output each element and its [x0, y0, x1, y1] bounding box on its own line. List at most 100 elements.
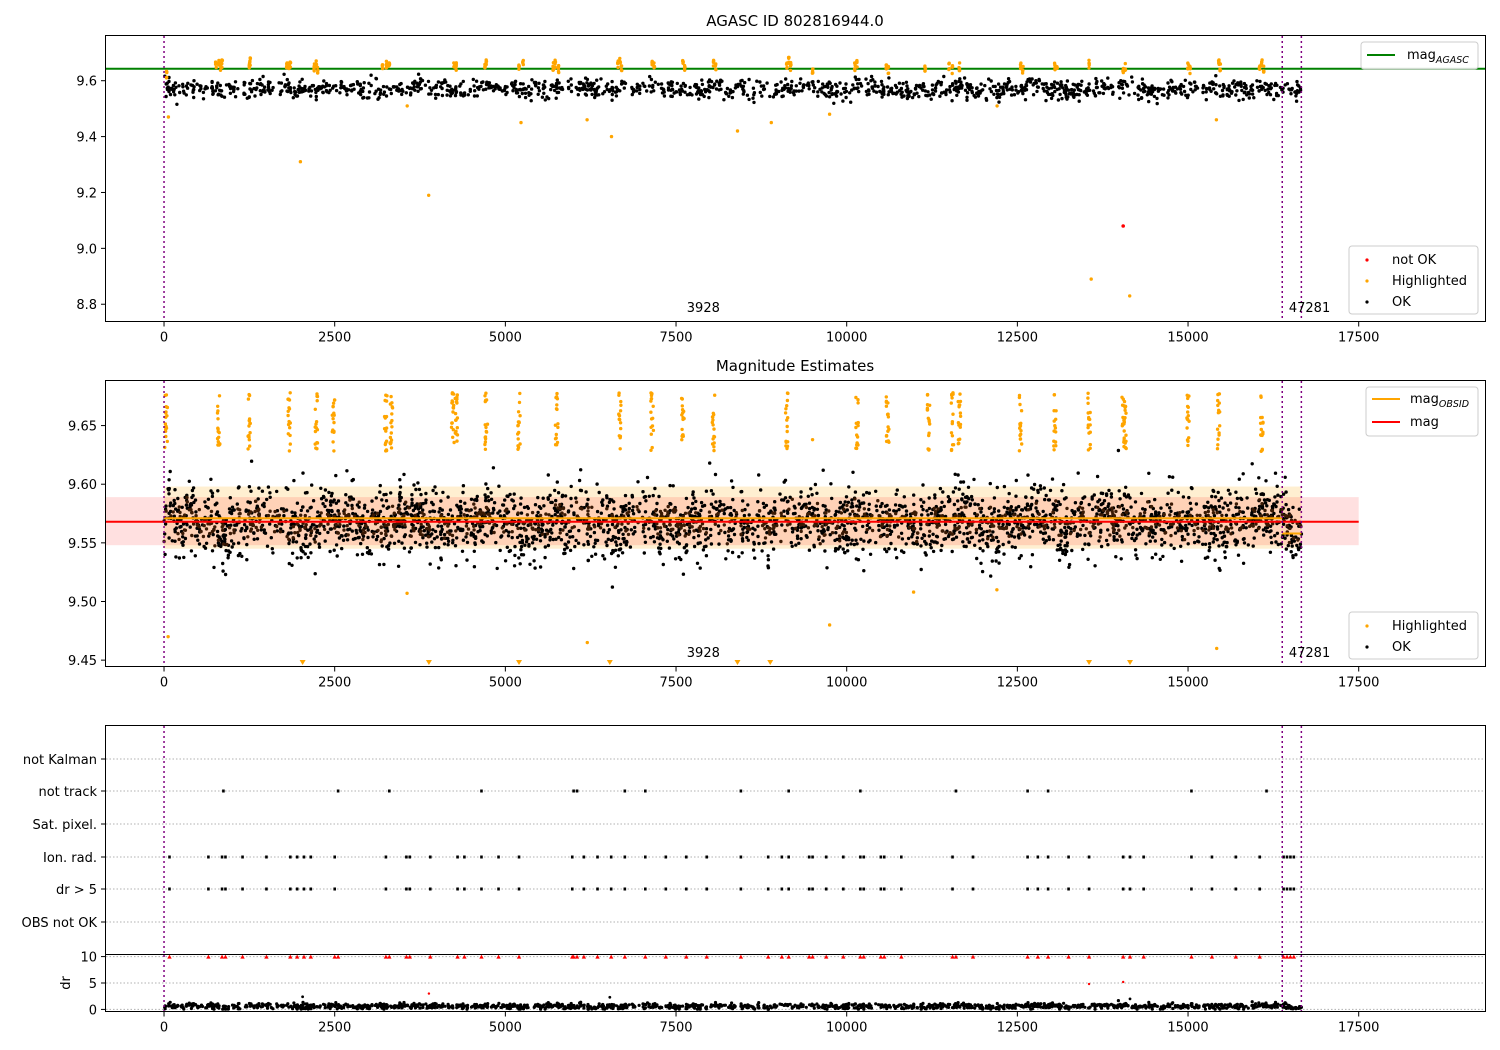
ok-point: [976, 503, 980, 507]
ok-point: [808, 530, 812, 534]
ok-point: [329, 499, 333, 503]
ok-point: [700, 82, 705, 87]
ok-point: [861, 493, 866, 497]
ok-point: [1255, 85, 1260, 90]
ok-point: [919, 527, 923, 531]
ok-point: [445, 530, 450, 534]
ok-point: [418, 543, 422, 547]
ok-point: [1030, 513, 1035, 517]
ok-point: [921, 507, 925, 512]
ok-point: [697, 86, 701, 90]
ok-point: [693, 506, 697, 511]
ok-point: [1154, 510, 1158, 514]
ok-point: [1005, 531, 1010, 535]
ok-point: [422, 529, 426, 533]
ok-point: [546, 497, 550, 501]
ok-point: [519, 553, 524, 557]
ok-point: [763, 536, 768, 540]
ok-point: [268, 522, 272, 526]
ok-point: [953, 523, 957, 528]
ok-point: [1264, 82, 1269, 86]
ok-point: [1245, 93, 1249, 97]
ok-point: [593, 525, 597, 529]
highlighted-point: [316, 68, 320, 73]
ok-point: [645, 475, 650, 480]
ok-point: [220, 539, 224, 543]
ok-point: [804, 505, 809, 510]
ok-point: [432, 537, 437, 541]
ok-point: [932, 506, 936, 511]
ok-point: [931, 532, 935, 536]
ok-point: [314, 98, 318, 102]
ok-point: [867, 92, 871, 96]
ok-point: [1024, 88, 1029, 92]
ok-point: [1088, 88, 1092, 93]
ok-point: [1234, 512, 1239, 517]
ok-point: [295, 556, 299, 560]
ok-point: [1041, 537, 1046, 541]
ok-point: [1236, 83, 1240, 87]
ok-point: [713, 522, 717, 526]
ok-point: [413, 79, 417, 84]
ok-point: [461, 484, 466, 488]
ok-point: [309, 94, 313, 98]
highlighted-point: [556, 63, 561, 68]
ok-point: [181, 535, 185, 539]
ok-point: [965, 98, 969, 102]
ok-point: [1106, 86, 1111, 91]
ok-point: [1218, 94, 1223, 99]
ok-point: [1002, 82, 1007, 86]
ok-point: [895, 488, 899, 492]
ok-point: [192, 500, 196, 505]
highlighted-point: [681, 60, 685, 64]
ok-point: [919, 523, 923, 527]
ok-point: [936, 507, 940, 511]
ok-point: [658, 509, 663, 514]
ok-point: [688, 85, 692, 90]
ok-point: [794, 84, 798, 88]
ok-point: [1286, 543, 1291, 548]
ok-point: [563, 494, 568, 498]
ok-point: [848, 512, 852, 516]
ok-point: [978, 546, 982, 551]
ok-point: [613, 536, 618, 540]
ok-point: [265, 497, 269, 502]
ok-point: [323, 539, 327, 543]
ok-point: [191, 486, 196, 490]
ok-point: [1258, 79, 1262, 84]
ok-point: [897, 507, 901, 512]
ok-point: [391, 85, 396, 89]
ok-point: [223, 572, 228, 577]
ok-point: [1192, 532, 1196, 537]
ok-point: [627, 501, 631, 505]
ok-point: [631, 90, 636, 94]
ok-point: [204, 85, 208, 89]
ok-point: [1133, 548, 1138, 552]
ok-point: [643, 540, 648, 544]
ok-point: [192, 87, 196, 92]
ok-point: [595, 78, 599, 82]
ok-point: [778, 492, 782, 496]
ok-point: [534, 528, 538, 532]
ok-point: [1151, 88, 1155, 92]
ok-point: [624, 543, 628, 547]
ok-point: [698, 566, 702, 570]
ok-point: [1201, 90, 1205, 95]
ok-point: [469, 497, 474, 501]
ok-point: [673, 557, 678, 561]
ok-point: [669, 532, 673, 537]
ok-point: [468, 89, 472, 94]
ok-point: [874, 504, 878, 508]
ok-point: [852, 542, 856, 547]
ok-point: [282, 509, 286, 513]
ok-point: [323, 488, 328, 492]
ok-point: [1275, 531, 1280, 535]
ok-point: [714, 87, 719, 91]
ok-point: [644, 499, 648, 503]
ok-point: [1111, 512, 1115, 516]
x-tick-label: 5000: [489, 331, 522, 346]
ok-point: [319, 486, 323, 490]
ok-point: [1154, 552, 1158, 556]
ok-point: [954, 535, 959, 539]
ok-point: [839, 92, 843, 96]
